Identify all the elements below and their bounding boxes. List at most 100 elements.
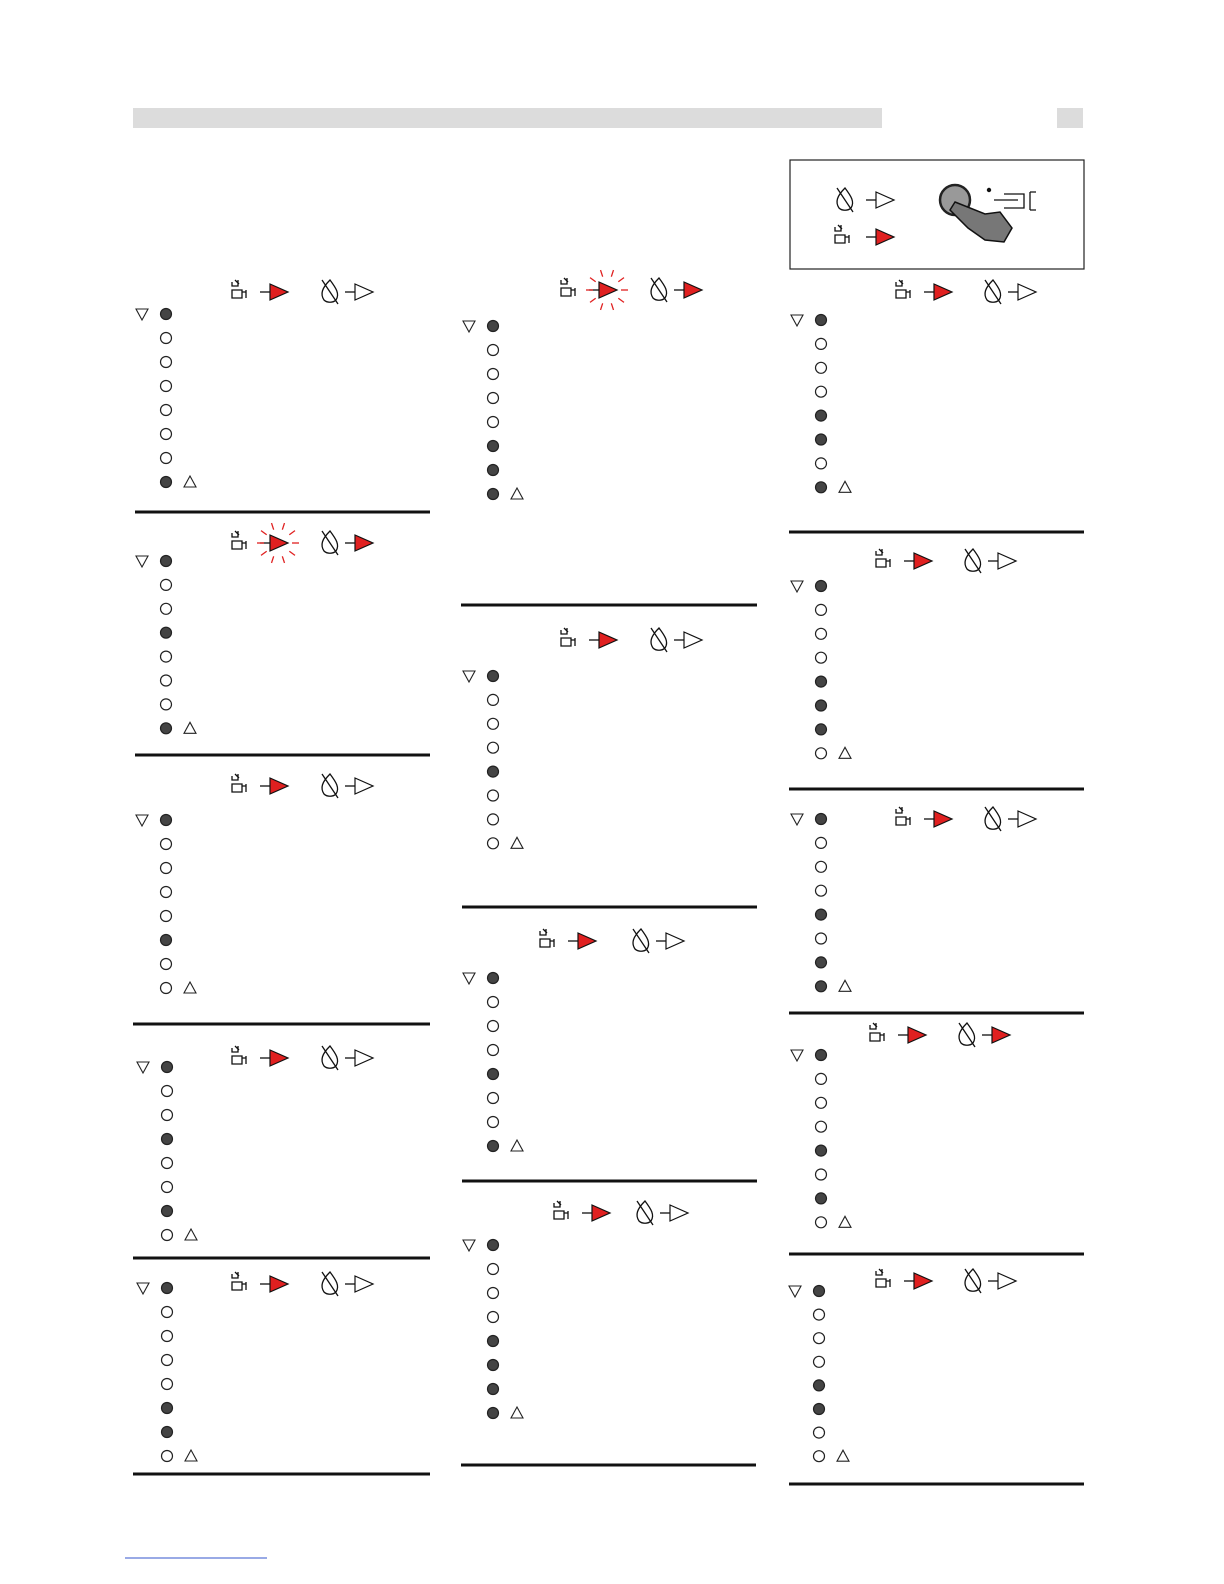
triangle-down (462, 670, 476, 684)
flame-icon (636, 1200, 654, 1226)
triangle-down (136, 1061, 150, 1075)
arrow-head (598, 281, 619, 299)
triangle-down (788, 1285, 802, 1299)
led-off (160, 1108, 174, 1122)
tool-icon (231, 279, 247, 299)
tool-icon (231, 773, 247, 793)
dot (986, 187, 992, 193)
led-on (812, 1379, 826, 1392)
led-off (814, 457, 828, 470)
flame-icon (321, 1271, 339, 1297)
flame-icon (984, 806, 1002, 832)
led-off (812, 1426, 826, 1439)
led-off (159, 578, 173, 592)
led-off (814, 385, 828, 398)
led-off (814, 747, 828, 760)
arrow-head (1017, 283, 1038, 301)
led-on (160, 1425, 174, 1439)
led-off (814, 651, 828, 664)
led-on (486, 439, 500, 453)
triangle-down (462, 972, 476, 986)
led-on (814, 409, 828, 422)
led-on (160, 1132, 174, 1146)
flame-icon-shape (321, 530, 339, 556)
pressing-hand (949, 201, 1013, 243)
flame-icon-shape (321, 279, 339, 305)
led-off (486, 995, 500, 1009)
triangle-up (510, 1138, 524, 1152)
flame-icon (650, 627, 668, 653)
led-off (159, 698, 173, 711)
flame-icon-shape (984, 279, 1002, 305)
arrow-head (354, 283, 375, 301)
flame-icon (958, 1022, 976, 1048)
tool-icon (869, 1022, 885, 1042)
led-on (486, 319, 500, 333)
led-on (814, 812, 828, 826)
led-on (814, 1144, 828, 1157)
led-off (486, 837, 500, 850)
tool-icon-shape (539, 928, 555, 948)
led-on (160, 1060, 174, 1074)
led-off (159, 331, 173, 345)
led-off (159, 602, 173, 615)
triangle-up (183, 980, 197, 994)
arrow-head (354, 534, 375, 552)
blink-ray (260, 550, 268, 556)
flame-icon-shape (636, 1200, 654, 1226)
led-off (814, 1120, 828, 1133)
tool-icon (560, 627, 576, 647)
triangle-down (136, 1282, 150, 1296)
triangle-up (510, 486, 524, 500)
led-on (160, 1281, 174, 1295)
tool-icon (553, 1200, 569, 1220)
led-off (160, 1353, 174, 1367)
led-on (814, 1048, 828, 1062)
blink-ray (288, 530, 296, 536)
tool-icon-shape (869, 1022, 885, 1042)
arrow-head (354, 1275, 375, 1293)
flame-icon-shape (964, 548, 982, 574)
blink-ray (288, 550, 296, 556)
triangle-up (838, 480, 852, 493)
blink-ray (260, 530, 268, 536)
led-off (159, 427, 173, 441)
led-off (812, 1450, 826, 1463)
blink-ray (610, 269, 615, 277)
led-off (814, 1168, 828, 1181)
tool-icon-shape (895, 279, 911, 299)
led-off (814, 627, 828, 640)
arrow-head (269, 534, 290, 552)
led-off (160, 1329, 174, 1343)
led-off (814, 836, 828, 850)
tool-icon-shape (231, 773, 247, 793)
tool-icon-shape (560, 627, 576, 647)
led-off (160, 1084, 174, 1098)
arrow-head (997, 552, 1018, 570)
tool-icon-shape (875, 548, 891, 568)
page-number-box (1057, 108, 1083, 128)
arrow-head (933, 283, 954, 301)
led-off (814, 1216, 828, 1229)
led-off (814, 1072, 828, 1086)
tool-icon-shape (231, 530, 247, 550)
led-off (814, 884, 828, 897)
tool-icon (895, 279, 911, 299)
flame-icon-shape (650, 277, 668, 303)
led-on (814, 481, 828, 494)
flame-icon-shape (632, 928, 650, 954)
tool-icon-shape (875, 1268, 891, 1288)
flame-icon-shape (984, 806, 1002, 832)
led-off (486, 343, 500, 357)
arrow-head (991, 1026, 1012, 1044)
reset-legend-box (789, 159, 1085, 270)
led-on (814, 956, 828, 969)
led-on (486, 1238, 500, 1252)
flame-icon (632, 928, 650, 954)
triangle-down (135, 814, 149, 828)
arrow-head (669, 1204, 690, 1222)
led-off (159, 355, 173, 369)
arrow-head (354, 777, 375, 795)
triangle-up (838, 1215, 852, 1228)
